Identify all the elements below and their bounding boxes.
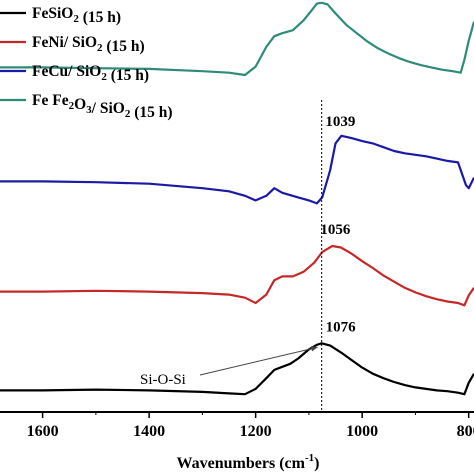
series-line-2 — [0, 244, 474, 307]
x-axis-label: Wavenumbers (cm-1) — [177, 452, 320, 472]
series-line-3 — [0, 134, 474, 205]
x-tick-label: 1400 — [133, 423, 165, 440]
peak-labels: 1076103910561076 — [320, 114, 357, 335]
x-tick-label: 1200 — [240, 423, 272, 440]
legend-label-2: FeNi/ SiO2 (15 h) — [32, 34, 145, 55]
x-tick-label: 800 — [457, 423, 474, 440]
series-line-4 — [0, 1, 474, 77]
series-line-1 — [0, 342, 474, 396]
peak-label: 1076 — [326, 319, 357, 335]
series-layer — [0, 1, 474, 396]
legend: FeSiO2 (15 h) FeNi/ SiO2 (15 h) FeCu/ SiO2… — [0, 5, 173, 121]
x-ticks: 1600 1400 1200 1000 800 — [27, 412, 474, 440]
si-o-si-annotation: Si-O-Si — [140, 346, 318, 388]
annotation-arrow-head — [310, 346, 318, 352]
peak-label: 1039 — [325, 114, 355, 130]
legend-label-4: Fe Fe2O3/ SiO2 (15 h) — [32, 92, 173, 121]
legend-label-3: FeCu/ SiO2 (15 h) — [32, 63, 149, 84]
annotation-arrow-line — [199, 346, 318, 376]
peak-label: 1056 — [320, 222, 351, 238]
legend-label-1: FeSiO2 (15 h) — [32, 5, 121, 26]
x-tick-label: 1600 — [27, 423, 59, 440]
annotation-label: Si-O-Si — [140, 372, 186, 388]
x-tick-label: 1000 — [346, 423, 378, 440]
